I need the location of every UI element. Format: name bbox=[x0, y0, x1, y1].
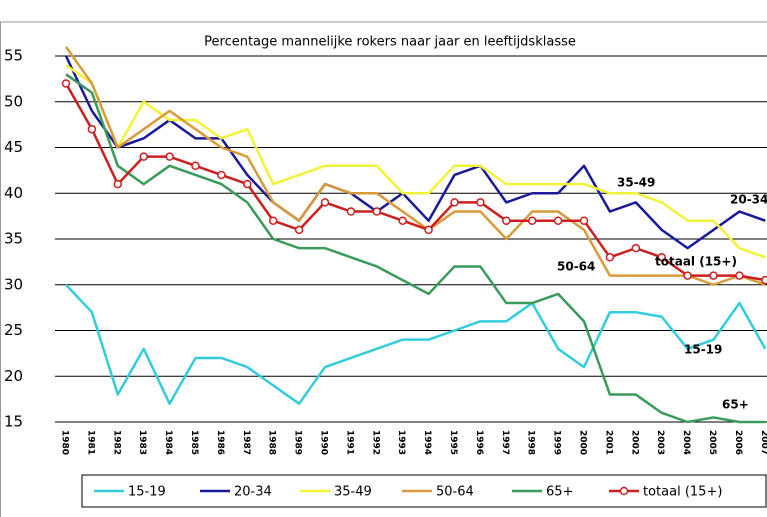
x-tick-label: 2004 bbox=[681, 430, 691, 455]
x-tick-label: 2007 bbox=[759, 430, 767, 455]
legend-label: totaal (15+) bbox=[643, 485, 722, 500]
x-tick-label: 2006 bbox=[733, 430, 743, 455]
x-tick-label: 1982 bbox=[111, 430, 121, 455]
series-line bbox=[64, 46, 766, 286]
point-marker bbox=[243, 179, 252, 189]
y-tick-label: 40 bbox=[4, 184, 23, 202]
x-tick-label: 1985 bbox=[189, 430, 199, 455]
legend-label: 20-34 bbox=[234, 485, 272, 500]
point-marker bbox=[709, 271, 718, 280]
point-marker bbox=[631, 243, 641, 253]
x-tick-label: 1999 bbox=[552, 430, 562, 455]
x-tick-label: 2005 bbox=[707, 430, 717, 455]
legend-label: 35-49 bbox=[334, 485, 372, 500]
point-marker bbox=[268, 216, 278, 225]
x-tick-label: 1990 bbox=[319, 430, 329, 455]
x-tick-label: 1996 bbox=[474, 430, 484, 455]
point-marker bbox=[761, 275, 767, 285]
point-marker bbox=[476, 198, 485, 207]
y-tick-label: 45 bbox=[4, 138, 23, 156]
x-tick-label: 1991 bbox=[344, 430, 354, 455]
annotation: 20-34 bbox=[730, 193, 767, 207]
series-line bbox=[64, 55, 766, 250]
x-tick-label: 2000 bbox=[578, 430, 588, 455]
x-tick-label: 1980 bbox=[60, 430, 70, 455]
point-marker bbox=[113, 179, 123, 189]
annotation: 35-49 bbox=[617, 176, 655, 190]
point-marker bbox=[61, 79, 71, 88]
y-tick-label: 30 bbox=[4, 275, 23, 293]
point-marker bbox=[553, 216, 563, 225]
annotation: 65+ bbox=[722, 398, 749, 412]
legend-marker bbox=[619, 486, 629, 496]
point-marker bbox=[450, 198, 459, 207]
annotation: 50-64 bbox=[557, 260, 595, 274]
x-tick-label: 1986 bbox=[215, 430, 225, 455]
x-tick-label: 1998 bbox=[526, 430, 536, 455]
x-tick-label: 1988 bbox=[267, 430, 277, 455]
point-marker bbox=[579, 216, 589, 225]
point-marker bbox=[605, 253, 615, 262]
x-tick-label: 1992 bbox=[370, 430, 380, 455]
legend-label: 50-64 bbox=[436, 485, 474, 500]
y-tick-label: 50 bbox=[4, 92, 23, 110]
y-tick-label: 35 bbox=[4, 230, 23, 248]
point-marker bbox=[217, 170, 226, 180]
x-tick-label: 1987 bbox=[241, 430, 251, 455]
y-tick-label: 15 bbox=[4, 413, 23, 431]
point-marker bbox=[735, 271, 744, 280]
x-tick-label: 1993 bbox=[396, 430, 406, 455]
point-marker bbox=[320, 198, 330, 207]
x-tick-label: 1989 bbox=[293, 430, 303, 455]
point-marker bbox=[372, 207, 382, 216]
point-marker bbox=[657, 253, 666, 262]
point-marker bbox=[398, 216, 407, 225]
point-marker bbox=[165, 152, 174, 161]
point-marker bbox=[527, 216, 537, 225]
point-marker bbox=[346, 207, 356, 216]
annotation: 15-19 bbox=[684, 343, 722, 357]
legend-label: 65+ bbox=[546, 485, 573, 500]
point-marker bbox=[502, 216, 511, 225]
point-marker bbox=[139, 152, 148, 161]
series-line bbox=[65, 73, 766, 424]
y-tick-label: 55 bbox=[4, 47, 23, 65]
point-marker bbox=[191, 161, 200, 171]
x-tick-label: 2001 bbox=[603, 430, 613, 455]
legend-label: 15-19 bbox=[128, 485, 166, 500]
point-marker bbox=[87, 124, 97, 134]
x-tick-label: 1995 bbox=[448, 430, 458, 455]
y-tick-label: 25 bbox=[4, 321, 23, 339]
x-tick-label: 1994 bbox=[422, 430, 432, 455]
x-tick-label: 1984 bbox=[163, 430, 173, 455]
point-marker bbox=[424, 225, 433, 235]
point-marker bbox=[683, 271, 692, 280]
x-tick-label: 1997 bbox=[500, 430, 510, 455]
x-tick-label: 2002 bbox=[629, 430, 639, 455]
point-marker bbox=[294, 225, 304, 235]
chart-title: Percentage mannelijke rokers naar jaar e… bbox=[204, 35, 576, 50]
annotation: totaal (15+) bbox=[655, 255, 737, 269]
series-line bbox=[65, 283, 767, 405]
series-line bbox=[64, 82, 766, 282]
x-tick-label: 2003 bbox=[655, 430, 665, 455]
y-tick-label: 20 bbox=[4, 367, 23, 385]
x-tick-label: 1981 bbox=[85, 430, 95, 455]
x-tick-label: 1983 bbox=[137, 430, 147, 455]
